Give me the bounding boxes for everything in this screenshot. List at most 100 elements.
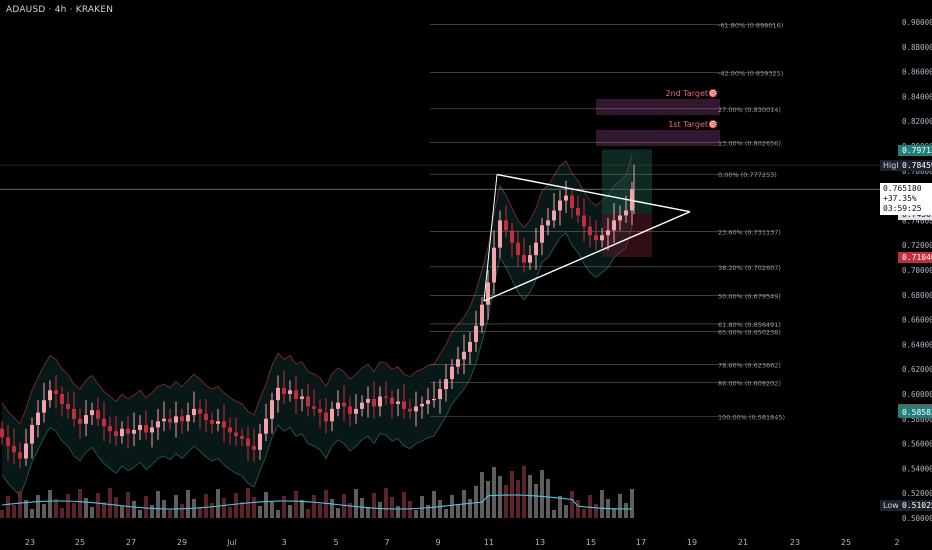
position-loss-zone xyxy=(602,214,652,258)
candle-body xyxy=(36,412,40,425)
candle-body xyxy=(588,226,592,236)
volume-bar xyxy=(300,500,304,518)
volume-bar xyxy=(456,504,460,518)
candle-body xyxy=(354,408,358,414)
candle-body xyxy=(6,437,10,447)
x-tick-label: 3 xyxy=(281,538,286,547)
price-tag: 0.710406 xyxy=(898,252,932,264)
candle-body xyxy=(384,396,388,398)
volume-bar xyxy=(336,508,340,518)
candle-body xyxy=(612,220,616,231)
volume-bar xyxy=(408,501,412,518)
candle-body xyxy=(264,418,268,434)
volume-bar xyxy=(588,495,592,518)
candle-body xyxy=(12,446,16,453)
volume-bar xyxy=(48,490,52,518)
candle-body xyxy=(126,428,130,434)
volume-bar xyxy=(216,489,220,518)
volume-bar xyxy=(240,502,244,518)
fib-level-label: -42.00% (0.859325) xyxy=(718,69,783,77)
volume-bar xyxy=(396,506,400,518)
x-tick-label: 13 xyxy=(535,538,545,547)
bollinger-band-fill xyxy=(2,154,632,496)
volume-bar xyxy=(12,505,16,518)
volume-bar xyxy=(276,510,280,518)
candle-body xyxy=(360,402,364,409)
volume-bar xyxy=(270,501,274,518)
candle-body xyxy=(462,351,466,360)
fib-level-label: 78.60% (0.623662) xyxy=(718,362,781,370)
candle-body xyxy=(534,242,538,256)
fib-level-label: 23.60% (0.731137) xyxy=(718,228,781,236)
volume-bar xyxy=(342,494,346,518)
volume-bar xyxy=(252,497,256,518)
candle-body xyxy=(474,325,478,342)
bollinger-upper xyxy=(1,154,633,425)
x-tick-label: 27 xyxy=(126,538,136,547)
volume-bar xyxy=(264,492,268,518)
candle-body xyxy=(156,421,160,428)
candle-body xyxy=(216,421,220,424)
position-profit-zone xyxy=(602,149,652,215)
volume-bar xyxy=(390,497,394,518)
current-price: 0.765180 xyxy=(883,184,922,193)
candle-body xyxy=(444,379,448,390)
volume-bar xyxy=(258,506,262,518)
volume-bar xyxy=(54,499,58,518)
price-tag-label: High xyxy=(880,160,905,172)
volume-bar xyxy=(486,481,490,518)
target-zone xyxy=(596,129,720,146)
candle-body xyxy=(90,410,94,416)
triangle-upper-line xyxy=(496,173,691,213)
volume-bar xyxy=(78,489,82,518)
volume-bar xyxy=(198,508,202,518)
candle-body xyxy=(558,200,562,211)
price-tag: 0.510252 xyxy=(898,500,932,512)
candle-body xyxy=(24,443,28,459)
volume-bar xyxy=(564,505,568,518)
candle-body xyxy=(516,242,520,256)
candle-body xyxy=(600,235,604,241)
bar-countdown: 03:59:25 xyxy=(883,204,922,213)
volume-bar xyxy=(36,495,40,518)
candle-body xyxy=(402,401,406,409)
volume-bar xyxy=(318,504,322,518)
volume-bar xyxy=(180,504,184,518)
candle-body xyxy=(168,418,172,423)
volume-bar xyxy=(618,494,622,518)
candle-body xyxy=(210,420,214,424)
change-percent: +37.35% xyxy=(883,194,917,203)
volume-bar xyxy=(72,503,76,518)
candle-body xyxy=(420,403,424,407)
candle-body xyxy=(132,429,136,434)
candle-body xyxy=(426,400,430,404)
candle-body xyxy=(246,438,250,447)
volume-bar xyxy=(402,492,406,518)
price-tag: 0.585835 xyxy=(898,406,932,418)
candle-body xyxy=(114,431,118,437)
volume-bar xyxy=(612,508,616,518)
candle-body xyxy=(228,427,232,433)
candle-body xyxy=(330,408,334,422)
candle-body xyxy=(234,432,238,437)
candle-body xyxy=(96,410,100,419)
candle-body xyxy=(552,210,556,221)
volume-bar xyxy=(222,498,226,518)
x-tick-label: 2 xyxy=(894,538,899,547)
triangle-lower-line xyxy=(483,211,691,302)
volume-bar xyxy=(108,488,112,518)
volume-bar xyxy=(6,496,10,518)
volume-bar xyxy=(426,505,430,518)
candle-body xyxy=(162,418,166,422)
x-tick-label: 29 xyxy=(177,538,187,547)
candle-body xyxy=(0,428,4,438)
candle-body xyxy=(342,402,346,407)
